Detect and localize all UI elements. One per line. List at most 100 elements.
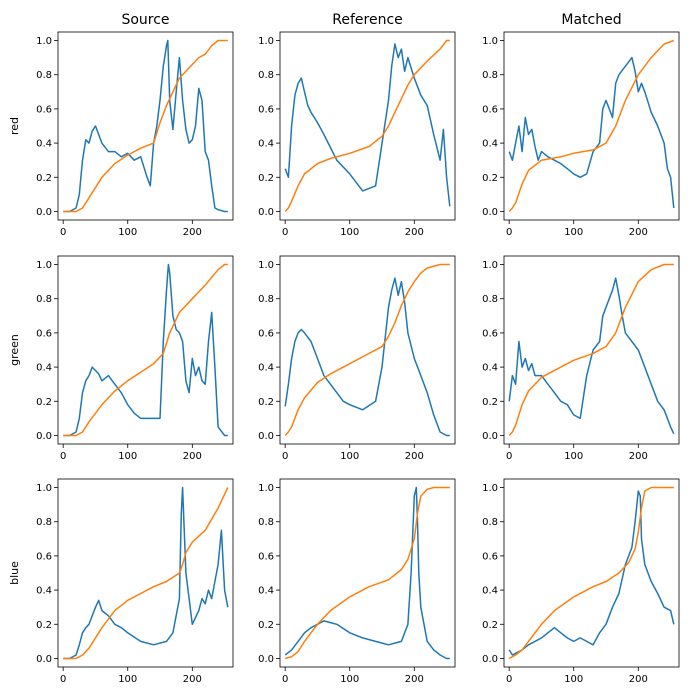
- y-tick-label: 0.4: [482, 139, 498, 150]
- row-label-green: green: [8, 334, 21, 366]
- y-tick-label: 0.2: [36, 620, 52, 631]
- x-tick-label: 100: [340, 451, 359, 462]
- x-tick-label: 200: [629, 451, 648, 462]
- x-tick-label: 0: [60, 227, 66, 238]
- column-title-source: Source: [121, 12, 169, 28]
- y-tick-label: 0.2: [258, 397, 274, 408]
- panel-green-reference: 0 100 200 0.0 0.2 0.4 0.6 0.8 1.0: [258, 256, 455, 462]
- panel-red-reference: 0 100 200 0.0 0.2 0.4 0.6 0.8 1.0: [258, 32, 455, 238]
- y-tick-label: 1.0: [36, 36, 52, 47]
- x-tick-label: 0: [60, 674, 66, 685]
- histogram-line: [285, 278, 450, 435]
- y-tick-label: 0.4: [258, 586, 274, 597]
- cdf-line: [285, 41, 450, 212]
- axes-frame: [504, 256, 679, 444]
- x-tick-label: 100: [118, 451, 137, 462]
- histogram-line: [285, 488, 450, 659]
- x-tick-label: 100: [118, 227, 137, 238]
- axes-frame: [280, 256, 455, 444]
- cdf-line: [63, 265, 228, 436]
- histogram-line: [509, 278, 674, 434]
- x-tick-label: 200: [629, 227, 648, 238]
- column-title-reference: Reference: [332, 12, 403, 28]
- y-tick-label: 0.8: [36, 294, 52, 305]
- y-tick-label: 0.4: [36, 586, 52, 597]
- y-tick-label: 0.2: [36, 173, 52, 184]
- x-tick-label: 0: [506, 674, 512, 685]
- y-tick-label: 0.4: [482, 586, 498, 597]
- y-tick-label: 0.2: [36, 397, 52, 408]
- y-tick-label: 0.6: [36, 104, 52, 115]
- y-tick-label: 1.0: [482, 260, 498, 271]
- y-tick-label: 1.0: [258, 483, 274, 494]
- y-tick-label: 0.0: [258, 431, 274, 442]
- histogram-line: [63, 488, 228, 659]
- histogram-line: [509, 491, 674, 655]
- histogram-line: [509, 58, 674, 208]
- y-tick-label: 0.4: [36, 363, 52, 374]
- x-tick-label: 100: [340, 227, 359, 238]
- histogram-line: [285, 44, 450, 206]
- y-tick-label: 0.6: [482, 328, 498, 339]
- y-tick-label: 1.0: [36, 483, 52, 494]
- axes-frame: [58, 32, 233, 220]
- y-tick-label: 0.4: [36, 139, 52, 150]
- row-label-red: red: [8, 117, 21, 135]
- x-tick-label: 100: [118, 674, 137, 685]
- cdf-line: [509, 41, 674, 212]
- x-tick-label: 100: [564, 227, 583, 238]
- y-tick-label: 0.0: [482, 431, 498, 442]
- x-tick-label: 200: [405, 451, 424, 462]
- y-tick-label: 0.8: [36, 70, 52, 81]
- y-tick-label: 0.8: [258, 70, 274, 81]
- y-tick-label: 0.8: [482, 70, 498, 81]
- x-tick-label: 100: [340, 674, 359, 685]
- x-tick-label: 0: [282, 674, 288, 685]
- y-tick-label: 0.2: [258, 173, 274, 184]
- cdf-line: [509, 265, 674, 436]
- y-tick-label: 0.6: [36, 551, 52, 562]
- panel-red-matched: 0 100 200 0.0 0.2 0.4 0.6 0.8 1.0: [482, 32, 679, 238]
- y-tick-label: 0.6: [482, 104, 498, 115]
- x-tick-label: 100: [564, 451, 583, 462]
- x-tick-label: 200: [405, 227, 424, 238]
- panel-green-source: 0 100 200 0.0 0.2 0.4 0.6 0.8 1.0: [36, 256, 233, 462]
- y-tick-label: 0.2: [482, 620, 498, 631]
- panel-red-source: 0 100 200 0.0 0.2 0.4 0.6 0.8 1.0: [36, 32, 233, 238]
- y-tick-label: 0.2: [482, 173, 498, 184]
- axes-frame: [58, 479, 233, 667]
- y-tick-label: 0.0: [258, 207, 274, 218]
- y-tick-label: 0.0: [482, 654, 498, 665]
- y-tick-label: 0.0: [36, 207, 52, 218]
- x-tick-label: 0: [282, 451, 288, 462]
- y-tick-label: 0.8: [258, 517, 274, 528]
- x-tick-label: 0: [506, 451, 512, 462]
- panel-blue-reference: 0 100 200 0.0 0.2 0.4 0.6 0.8 1.0: [258, 479, 455, 685]
- x-tick-label: 0: [60, 451, 66, 462]
- panel-green-matched: 0 100 200 0.0 0.2 0.4 0.6 0.8 1.0: [482, 256, 679, 462]
- y-tick-label: 1.0: [482, 36, 498, 47]
- y-tick-label: 1.0: [258, 260, 274, 271]
- y-tick-label: 0.6: [36, 328, 52, 339]
- x-tick-label: 200: [183, 227, 202, 238]
- y-tick-label: 0.0: [482, 207, 498, 218]
- y-tick-label: 0.8: [482, 517, 498, 528]
- y-tick-label: 0.4: [258, 363, 274, 374]
- cdf-line: [509, 488, 674, 659]
- y-tick-label: 0.8: [482, 294, 498, 305]
- y-tick-label: 0.2: [482, 397, 498, 408]
- x-tick-label: 100: [564, 674, 583, 685]
- cdf-line: [63, 488, 228, 659]
- y-tick-label: 1.0: [482, 483, 498, 494]
- axes-frame: [504, 32, 679, 220]
- row-label-blue: blue: [8, 561, 21, 585]
- y-tick-label: 0.0: [36, 431, 52, 442]
- panel-blue-matched: 0 100 200 0.0 0.2 0.4 0.6 0.8 1.0: [482, 479, 679, 685]
- y-tick-label: 0.0: [258, 654, 274, 665]
- x-tick-label: 200: [183, 451, 202, 462]
- x-tick-label: 0: [506, 227, 512, 238]
- y-tick-label: 0.6: [258, 551, 274, 562]
- histogram-line: [63, 41, 228, 212]
- histogram-line: [63, 265, 228, 436]
- cdf-line: [285, 265, 450, 436]
